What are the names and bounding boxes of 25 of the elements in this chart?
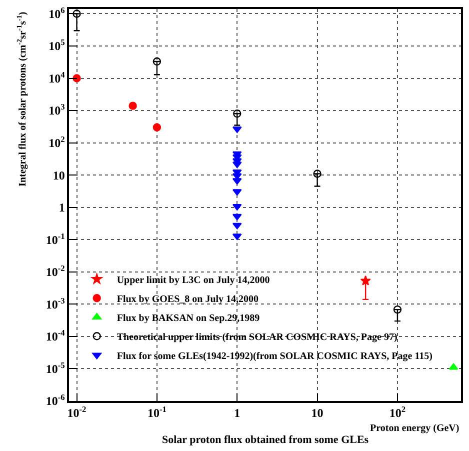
x-tick-label: 10: [311, 406, 324, 420]
y-tick-label: 10$^{-6}$: [46, 393, 65, 408]
y-tick-label: 10$^{2}$: [48, 134, 65, 150]
text: Solar proton flux obtained from some GLEs: [162, 434, 370, 446]
x-axis-title: Proton energy (GeV): [370, 423, 460, 434]
y-tick-label: 10$^{-4}$: [46, 328, 66, 344]
y-tick-label: 1: [58, 200, 65, 215]
y-tick-label: 10$^{4}$: [48, 70, 66, 86]
y-tick-label: 10$^{-5}$: [46, 360, 65, 376]
legend-label: Flux by BAKSAN on Sep.29,1989: [116, 313, 260, 324]
y-tick-label: 10$^{5}$: [48, 38, 65, 54]
legend-label: Theoretical upper limits (from SOLAR COSMIC RAYS, Page 97): [116, 332, 398, 344]
x-tick-label: 1: [234, 406, 240, 420]
y-tick-label: 10$^{-2}$: [46, 264, 65, 280]
x-tick-label: 10$^{2}$: [389, 405, 406, 420]
y-tick-label: 10: [52, 168, 65, 182]
legend-label: Flux by GOES_8 on July 14,2000: [116, 294, 259, 306]
y-tick-label: 10$^{-1}$: [46, 232, 65, 247]
y-tick-label: 10$^{-3}$: [46, 296, 65, 312]
y-tick-label: 10$^{6}$: [48, 6, 65, 21]
legend-label: Upper limit by L3C on July 14,2000: [116, 275, 270, 286]
y-tick-label: 10$^{3}$: [48, 102, 65, 118]
x-tick-label: 10$^{-2}$: [67, 405, 86, 420]
legend-label: Flux for some GLEs(1942-1992)(from SOLAR COSMIC RAYS, Page 115): [116, 351, 432, 362]
x-tick-label: 10$^{-1}$: [147, 405, 166, 420]
